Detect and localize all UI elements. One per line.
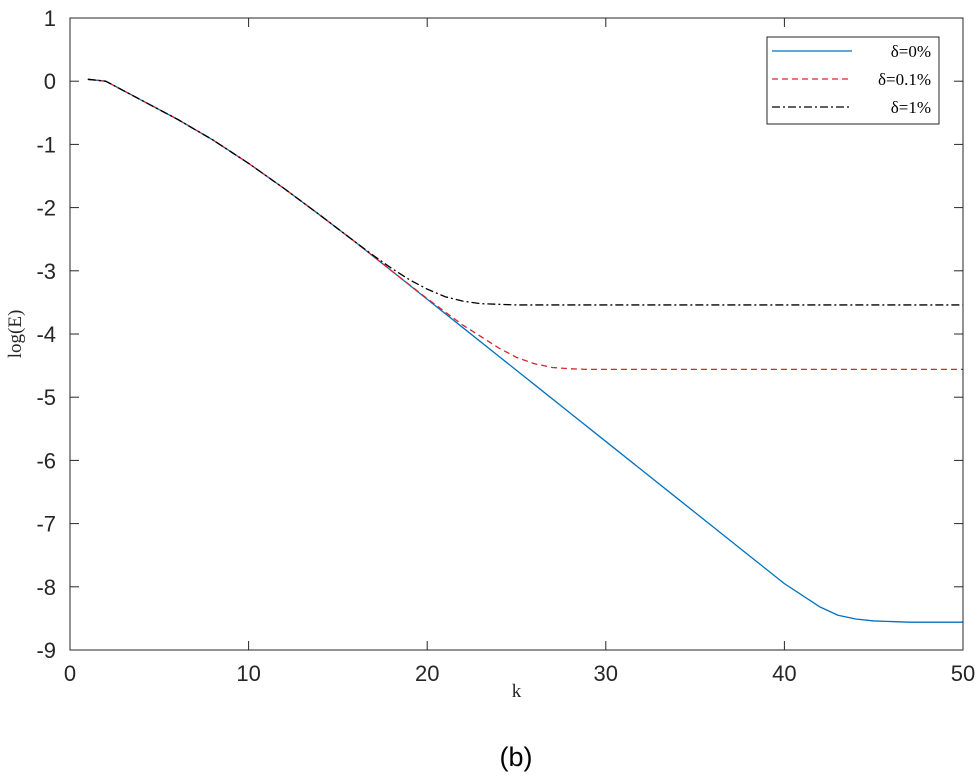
x-tick-label: 40: [772, 661, 796, 686]
y-axis-label: log(E): [5, 310, 26, 359]
y-tick-label: -5: [36, 385, 56, 410]
y-tick-label: -8: [36, 575, 56, 600]
x-tick-label: 0: [64, 661, 76, 686]
y-tick-label: 1: [44, 6, 56, 31]
series-line-2: [87, 78, 963, 306]
x-axis-label: k: [512, 681, 522, 702]
x-tick-label: 50: [951, 661, 975, 686]
y-tick-label: -9: [36, 638, 56, 663]
series-layer: [87, 78, 963, 623]
figure-caption: (b): [500, 742, 533, 772]
y-tick-label: 0: [44, 69, 56, 94]
y-tick-label: -1: [36, 132, 56, 157]
series-line-0: [87, 78, 963, 623]
y-tick-label: -3: [36, 259, 56, 284]
legend-label-1: δ=0.1%: [878, 70, 931, 89]
y-tick-label: -7: [36, 512, 56, 537]
y-tick-label: -2: [36, 196, 56, 221]
legend-label-0: δ=0%: [891, 42, 931, 61]
legend-label-2: δ=1%: [891, 98, 931, 117]
legend: δ=0% δ=0.1% δ=1%: [766, 36, 940, 125]
y-tick-label: -6: [36, 448, 56, 473]
x-tick-label: 30: [594, 661, 618, 686]
x-tick-label: 10: [236, 661, 260, 686]
x-tick-label: 20: [415, 661, 439, 686]
y-tick-label: -4: [36, 322, 56, 347]
